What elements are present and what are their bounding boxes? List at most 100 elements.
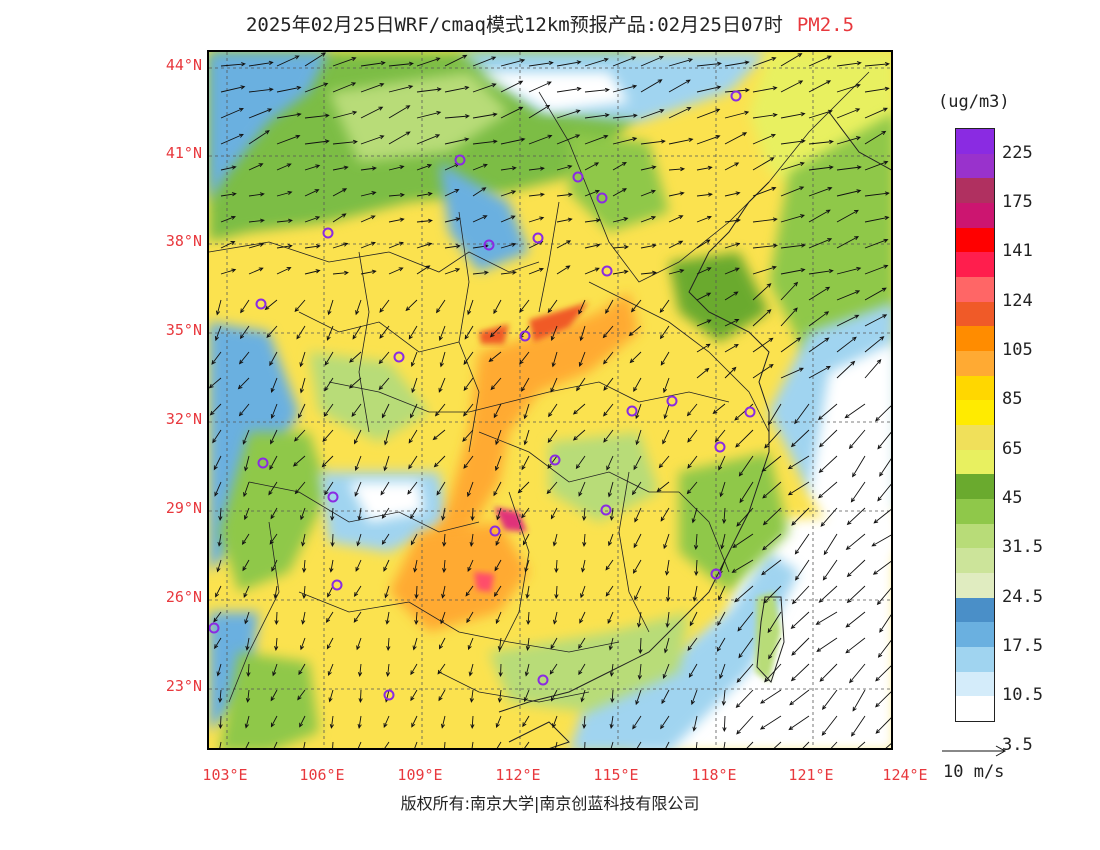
- wind-vectors: [209, 52, 891, 748]
- species-label: PM2.5: [796, 14, 855, 36]
- wind-arrow: [436, 299, 446, 314]
- wind-arrow: [388, 241, 404, 249]
- wind-arrow: [213, 455, 222, 471]
- wind-arrow: [845, 637, 866, 654]
- wind-arrow: [640, 189, 656, 197]
- wind-arrow: [270, 403, 278, 419]
- wind-arrow: [761, 455, 782, 472]
- wind-arrow: [332, 57, 357, 67]
- wind-arrow: [665, 611, 670, 628]
- wind-arrow: [817, 403, 838, 421]
- wind-arrow: [556, 86, 582, 93]
- wind-arrow: [467, 637, 474, 651]
- wind-arrow: [584, 113, 610, 119]
- wind-arrow: [584, 162, 600, 171]
- wind-arrow: [214, 637, 222, 650]
- legend-swatch: [956, 449, 994, 475]
- wind-arrow: [584, 741, 586, 748]
- wind-arrow: [808, 186, 833, 197]
- wind-arrow: [209, 377, 222, 389]
- wind-arrow: [718, 585, 726, 601]
- wind-arrow: [243, 507, 250, 521]
- wind-arrow: [496, 741, 502, 748]
- wind-arrow: [522, 741, 530, 748]
- legend-label: 24.5: [1002, 586, 1043, 607]
- wind-arrow: [500, 242, 517, 249]
- wind-reference-label: 10 m/s: [943, 762, 1005, 782]
- wind-arrow: [580, 585, 586, 599]
- wind-arrow: [521, 455, 530, 471]
- wind-arrow: [357, 663, 363, 677]
- wind-arrow: [472, 83, 497, 93]
- wind-arrow: [582, 715, 587, 730]
- wind-arrow: [302, 559, 307, 573]
- wind-arrow: [724, 60, 750, 67]
- wind-arrow: [385, 663, 391, 677]
- wind-arrow: [304, 164, 321, 171]
- legend-label: 3.5: [1002, 734, 1033, 755]
- wind-arrow: [630, 299, 642, 313]
- wind-arrow: [300, 637, 306, 651]
- wind-arrow: [264, 299, 278, 311]
- wind-arrow: [850, 481, 866, 503]
- wind-arrow: [752, 243, 778, 249]
- wind-arrow: [493, 403, 502, 419]
- wind-arrow: [578, 637, 586, 650]
- wind-arrow: [521, 507, 530, 519]
- wind-arrow: [360, 269, 377, 275]
- wind-arrow: [497, 637, 502, 651]
- wind-arrow: [732, 533, 754, 548]
- wind-arrow: [875, 405, 891, 422]
- wind-arrow: [875, 691, 891, 708]
- wind-arrow: [385, 611, 390, 625]
- wind-arrow: [219, 741, 222, 748]
- wind-arrow: [240, 299, 250, 314]
- legend-label: 225: [1002, 142, 1033, 163]
- wind-arrow: [348, 377, 362, 389]
- wind-arrow: [248, 267, 264, 275]
- wind-arrow: [358, 689, 363, 704]
- wind-arrow: [780, 268, 806, 275]
- wind-arrow: [525, 637, 531, 651]
- legend-label: 45: [1002, 488, 1023, 508]
- wind-arrow: [607, 611, 614, 624]
- wind-arrow: [696, 239, 711, 249]
- wind-arrow: [332, 213, 347, 223]
- wind-arrow: [791, 507, 810, 526]
- wind-arrow: [276, 55, 300, 67]
- wind-arrow: [724, 267, 740, 275]
- wind-arrow: [640, 270, 657, 275]
- wind-arrow: [323, 403, 334, 418]
- wind-arrow: [215, 299, 222, 316]
- wind-arrow: [808, 365, 831, 379]
- wind-arrow: [496, 507, 502, 521]
- wind-arrow: [663, 533, 670, 550]
- wind-arrow: [656, 481, 670, 493]
- wind-arrow: [523, 429, 530, 446]
- legend-label: 85: [1002, 389, 1023, 410]
- wind-arrow: [808, 165, 834, 171]
- wind-arrow: [696, 267, 712, 275]
- wind-arrow: [388, 131, 411, 145]
- wind-arrow: [578, 663, 586, 676]
- wind-arrow: [388, 105, 411, 119]
- wind-arrow: [662, 429, 670, 445]
- wind-arrow: [245, 637, 250, 651]
- wind-arrow: [724, 191, 741, 197]
- legend-swatch: [956, 227, 994, 253]
- wind-arrow: [722, 715, 727, 733]
- wind-arrow: [524, 559, 530, 573]
- wind-arrow: [244, 715, 250, 729]
- wind-arrow: [633, 377, 642, 392]
- wind-arrow: [578, 481, 586, 497]
- wind-arrow: [632, 715, 642, 730]
- lon-label: 112°E: [495, 766, 541, 784]
- legend-swatch: [956, 474, 994, 500]
- wind-arrow: [407, 481, 418, 495]
- wind-arrow: [780, 161, 805, 171]
- wind-arrow: [731, 559, 754, 573]
- forecast-map[interactable]: [207, 50, 893, 750]
- wind-arrow: [292, 455, 306, 467]
- wind-arrow: [238, 403, 250, 417]
- wind-arrow: [864, 215, 890, 223]
